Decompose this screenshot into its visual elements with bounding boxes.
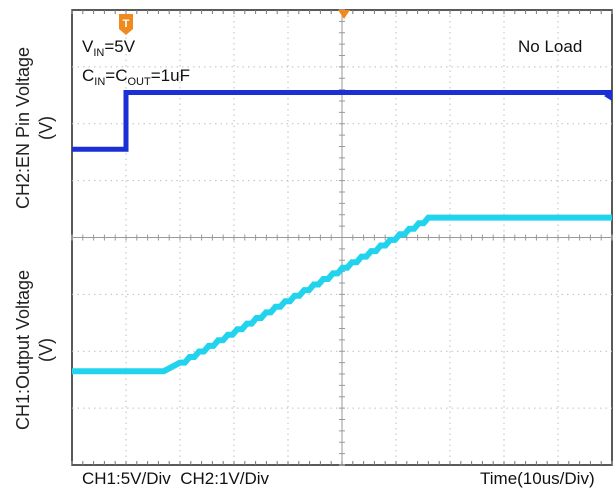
no-load-annotation: No Load: [518, 37, 582, 56]
grid: [71, 9, 613, 466]
ch2-axis-label-line2: (V): [36, 116, 56, 140]
ch1-output-trace: [72, 214, 612, 375]
vin-annotation: VIN=5V: [82, 37, 136, 59]
cin-cout-annotation: CIN=COUT=1uF: [82, 66, 190, 88]
series-group: [72, 90, 612, 375]
ch2-en-trace: [72, 90, 612, 152]
trigger-level-marker: T: [119, 14, 133, 35]
ch2-offset-marker: [604, 91, 612, 101]
trigger-position-marker: [338, 10, 350, 19]
ch2-axis-label-line1: CH2:EN Pin Voltage: [13, 47, 33, 209]
trigger-marker-label: T: [123, 18, 130, 30]
time-scale-label: Time(10us/Div): [480, 469, 595, 488]
ch1-axis-label-line2: (V): [36, 338, 56, 362]
channel-scale-label: CH1:5V/Div CH2:1V/Div: [82, 469, 270, 488]
ch1-axis-label-line1: CH1:Output Voltage: [13, 270, 33, 430]
